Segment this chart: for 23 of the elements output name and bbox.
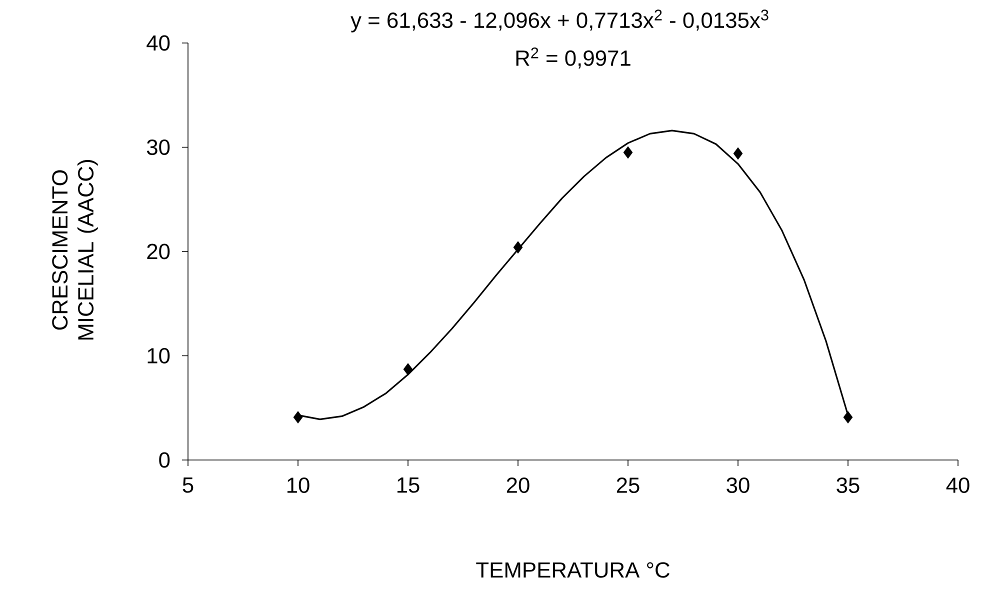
y-tick-label: 30: [146, 139, 170, 156]
point: [293, 411, 303, 424]
x-tick-label: 15: [397, 478, 420, 493]
annotation: R$^{2}$ = 0,9971: [516, 47, 630, 68]
x-axis-title: TEMPERATURA °C: [476, 562, 670, 578]
x-tick-label: 25: [616, 477, 640, 494]
text: y = 61,633 - 12,096x + 0,7713x$^{2}$ - 0,0135x$^{3}$: [350, 10, 768, 32]
point: [403, 363, 413, 376]
y-tick-label: 10: [148, 348, 170, 364]
y-axis-title: CRESCIMENTO MICELIAL (AACC): [52, 160, 98, 340]
point: [513, 241, 523, 254]
x-tick-label: 20: [506, 477, 530, 494]
point: [623, 146, 633, 159]
x-tick-label: 40: [946, 477, 970, 494]
y-tick-label: 20: [147, 244, 170, 260]
point: [843, 411, 853, 424]
x-tick-label: 5: [182, 478, 194, 493]
y-tick-label: 40: [146, 35, 170, 51]
x-tick-label: 35: [836, 477, 860, 494]
y-tick-label: 0: [159, 452, 170, 468]
x-tick-label: 10: [287, 477, 310, 494]
point: [733, 147, 743, 160]
x-tick-label: 30: [726, 477, 750, 494]
